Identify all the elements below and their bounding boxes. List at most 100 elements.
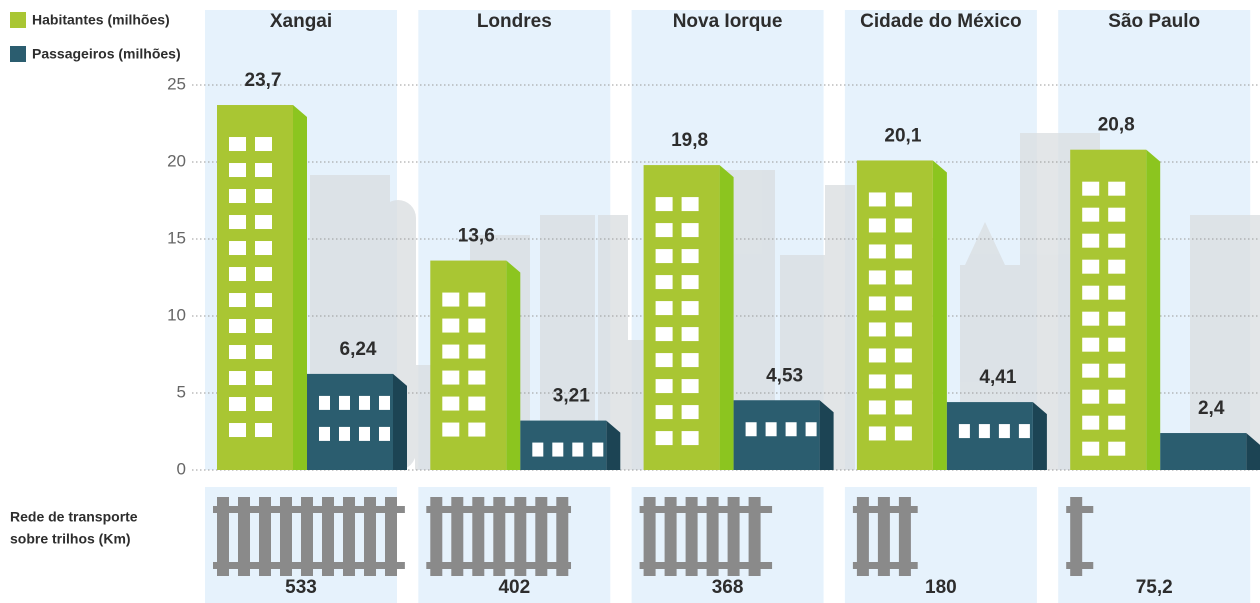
category-label: Londres	[477, 11, 552, 32]
window	[1082, 337, 1100, 352]
window	[468, 396, 486, 411]
bar	[946, 402, 1047, 470]
rail-tie	[643, 497, 656, 576]
bar	[643, 165, 734, 470]
window	[255, 241, 272, 256]
y-tick-label: 25	[167, 74, 186, 93]
window	[868, 296, 886, 311]
window	[1108, 363, 1126, 378]
window	[255, 293, 272, 308]
y-tick-label: 20	[167, 151, 186, 170]
value-label: 3,21	[553, 386, 590, 407]
window	[229, 267, 246, 282]
rail-track	[1066, 562, 1094, 569]
rail-tie	[343, 497, 355, 576]
window	[681, 275, 699, 290]
window	[655, 223, 673, 238]
rail-tie	[514, 497, 527, 576]
window	[552, 442, 564, 457]
rail-tie	[898, 497, 911, 576]
rail	[213, 497, 405, 576]
rail	[639, 497, 773, 576]
rail-row-label: Rede de transporte	[10, 509, 138, 525]
rail-tie	[706, 497, 719, 576]
window	[1082, 259, 1100, 274]
window	[868, 374, 886, 389]
window	[359, 395, 370, 410]
rail-value-label: 533	[285, 577, 317, 598]
bar-side	[1032, 402, 1047, 470]
bar	[1160, 433, 1260, 470]
window	[468, 318, 486, 333]
window	[681, 431, 699, 446]
value-label: 19,8	[671, 130, 708, 151]
window	[894, 218, 912, 233]
bar-front	[430, 260, 507, 470]
rail-tie	[472, 497, 485, 576]
window	[442, 370, 460, 385]
bars	[213, 105, 1260, 576]
rail-tie	[238, 497, 250, 576]
rail-tie	[877, 497, 890, 576]
rail-track	[213, 562, 405, 569]
window	[868, 322, 886, 337]
rail-tie	[727, 497, 740, 576]
window	[655, 405, 673, 420]
window	[1082, 181, 1100, 196]
window	[379, 395, 390, 410]
window	[1082, 441, 1100, 456]
window	[468, 422, 486, 437]
window	[1082, 363, 1100, 378]
y-tick-label: 10	[167, 305, 186, 324]
bar	[307, 373, 407, 470]
bar-front	[856, 160, 933, 470]
rail	[852, 497, 918, 576]
bar-side	[719, 165, 734, 470]
window	[229, 163, 246, 178]
window	[1108, 389, 1126, 404]
window	[379, 426, 390, 441]
y-tick-label: 5	[177, 382, 186, 401]
bar-side	[932, 160, 947, 470]
value-label: 13,6	[458, 226, 495, 247]
window	[655, 197, 673, 212]
legend-swatch	[10, 46, 26, 62]
window	[468, 344, 486, 359]
rail-tie	[493, 497, 506, 576]
window	[468, 370, 486, 385]
window	[468, 292, 486, 307]
rail-track	[1066, 506, 1094, 513]
rail-tie	[664, 497, 677, 576]
window	[868, 270, 886, 285]
window	[1108, 259, 1126, 274]
rail-tie	[280, 497, 292, 576]
window	[319, 426, 330, 441]
window	[1082, 311, 1100, 326]
category-label: São Paulo	[1108, 11, 1200, 32]
value-label: 23,7	[245, 70, 282, 91]
window	[655, 327, 673, 342]
window	[255, 423, 272, 438]
window	[1108, 207, 1126, 222]
bar	[520, 420, 621, 470]
y-tick-label: 0	[177, 459, 186, 478]
legend-label: Passageiros (milhões)	[32, 46, 181, 62]
rail-tie	[556, 497, 569, 576]
window	[255, 189, 272, 204]
window	[894, 374, 912, 389]
window	[681, 301, 699, 316]
window	[359, 426, 370, 441]
window	[785, 422, 797, 437]
y-tick-label: 15	[167, 228, 186, 247]
bar	[1070, 149, 1161, 470]
rail-value-label: 368	[712, 577, 744, 598]
window	[229, 137, 246, 152]
window	[442, 422, 460, 437]
rail-tie	[301, 497, 313, 576]
window	[1082, 207, 1100, 222]
category-label: Xangai	[270, 11, 332, 32]
bar-side	[1146, 149, 1161, 470]
window	[894, 426, 912, 441]
bar-front	[307, 373, 393, 470]
window	[868, 244, 886, 259]
